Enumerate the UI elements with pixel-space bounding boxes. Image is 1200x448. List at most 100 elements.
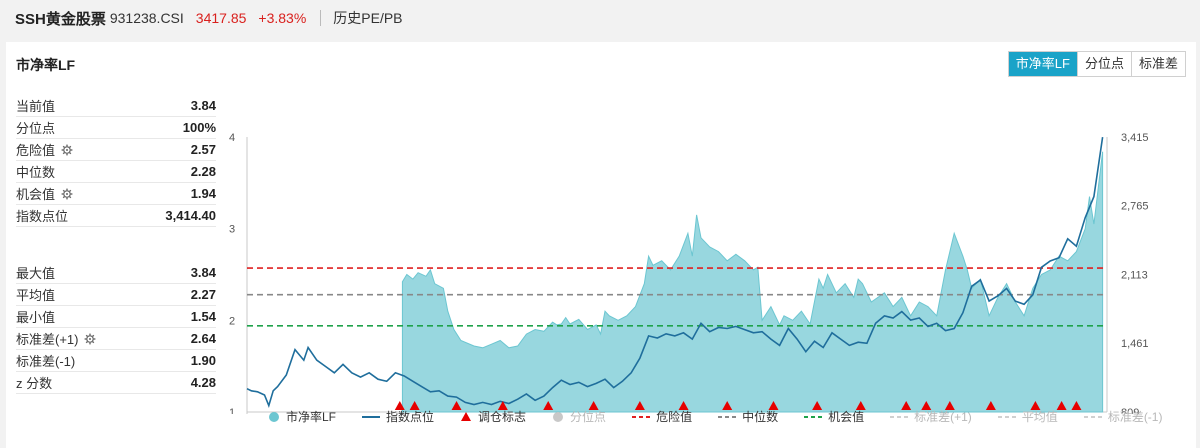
stat-label-text: 标准差(+1) [16, 332, 79, 347]
right-tick-label: 2,765 [1121, 201, 1149, 213]
stat-value: 2.27 [190, 287, 216, 302]
rebalance-marker [497, 401, 508, 410]
legend-label: 市净率LF [286, 410, 337, 424]
rebalance-marker [944, 401, 955, 410]
stat-label-text: 中位数 [16, 165, 56, 180]
page-subtitle: 历史PE/PB [333, 10, 403, 26]
left-tick-label: 1 [229, 407, 235, 414]
header-divider [320, 10, 322, 26]
index-code: 931238.CSI [109, 10, 184, 26]
legend-item[interactable]: 中位数 [718, 408, 778, 425]
chart-legend: 市净率LF 指数点位 调仓标志 分位点 危险值 中位数 机会值 标准差(+1) 平均值 标准差(-… [268, 408, 1188, 425]
legend-item[interactable]: 指数点位 [362, 408, 434, 425]
tab-stddev[interactable]: 标准差 [1130, 52, 1185, 76]
metric-tabs: 市净率LF 分位点 标准差 [1007, 51, 1186, 77]
legend-symbol-icon [718, 411, 737, 423]
stat-row: 最小值 1.54 [16, 306, 216, 328]
rebalance-marker [855, 401, 866, 410]
tab-percentile[interactable]: 分位点 [1076, 52, 1131, 76]
stat-value: 4.28 [190, 375, 216, 390]
legend-item[interactable]: 分位点 [552, 408, 606, 425]
stat-label: 中位数 [16, 162, 55, 181]
stat-value: 2.64 [190, 331, 216, 346]
legend-symbol-icon [804, 411, 823, 423]
legend-item[interactable]: 危险值 [632, 408, 692, 425]
index-name: SSH黄金股票 [15, 10, 106, 28]
legend-symbol-icon [362, 411, 381, 423]
right-tick-label: 1,461 [1121, 338, 1149, 350]
index-line [246, 136, 1104, 409]
stat-label-text: 平均值 [16, 288, 56, 303]
rebalance-marker [409, 401, 420, 410]
legend-symbol-icon [1083, 411, 1102, 423]
pb-area [401, 151, 1104, 413]
rebalance-marker [722, 401, 733, 410]
rebalance-marker [678, 401, 689, 410]
right-tick-label: 3,415 [1121, 132, 1149, 144]
header-bar: SSH黄金股票 931238.CSI 3417.85 +3.83% 历史PE/P… [0, 0, 1200, 36]
stats-current: 当前值 3.84 分位点 100% 危险值 2.57 中位数 2.28 机会值 1.94 指数点位 3… [16, 95, 216, 227]
stat-label: 机会值 [16, 184, 73, 203]
stat-value: 100% [182, 120, 216, 135]
gear-icon[interactable] [84, 333, 96, 345]
legend-symbol-icon [268, 411, 280, 423]
stat-row: 分位点 100% [16, 117, 216, 139]
legend-item[interactable]: 平均值 [997, 408, 1058, 425]
legend-item[interactable]: 标准差(+1) [890, 408, 972, 425]
stat-row: 危险值 2.57 [16, 139, 216, 161]
stat-value: 3,414.40 [165, 208, 216, 223]
stat-label: 指数点位 [16, 206, 68, 225]
rebalance-marker [588, 401, 599, 410]
rebalance-marker [1030, 401, 1041, 410]
legend-label: 平均值 [1021, 410, 1058, 424]
legend-item[interactable]: 调仓标志 [460, 408, 526, 425]
stat-label-text: 分位点 [16, 121, 56, 136]
gear-icon[interactable] [61, 188, 73, 200]
legend-item[interactable]: 机会值 [804, 408, 864, 425]
rebalance-marker [901, 401, 912, 410]
legend-label: 中位数 [742, 410, 779, 424]
rebalance-marker [543, 401, 554, 410]
stat-label-text: 当前值 [16, 99, 56, 114]
valuation-panel: 市净率LF 市净率LF 分位点 标准差 当前值 3.84 分位点 100% 危险值 2.5… [6, 42, 1196, 448]
stat-row: 当前值 3.84 [16, 95, 216, 117]
index-change: +3.83% [258, 10, 307, 26]
legend-symbol-icon [460, 411, 472, 423]
right-tick-label: 2,113 [1121, 269, 1148, 281]
stat-label-text: 危险值 [16, 143, 56, 158]
rebalance-marker [985, 401, 996, 410]
stat-label: 当前值 [16, 96, 55, 115]
legend-label: 标准差(-1) [1107, 410, 1163, 424]
stat-row: z 分数 4.28 [16, 372, 216, 394]
stat-label-text: 最小值 [16, 310, 56, 325]
stat-value: 2.28 [190, 164, 216, 179]
stat-label: 标准差(+1) [16, 329, 96, 348]
stat-value: 3.84 [190, 265, 216, 280]
tab-pb[interactable]: 市净率LF [1008, 52, 1077, 76]
stat-label: 分位点 [16, 118, 55, 137]
stat-label: z 分数 [16, 373, 52, 392]
pb-chart: 12348091,4612,1132,7653,41516-01-0117-01… [229, 132, 1149, 414]
legend-symbol-icon [552, 411, 564, 423]
legend-label: 调仓标志 [478, 410, 527, 424]
stat-value: 1.54 [190, 309, 216, 324]
stat-row: 中位数 2.28 [16, 161, 216, 183]
stats-summary: 最大值 3.84 平均值 2.27 最小值 1.54 标准差(+1) 2.64 标准差(-1) 1… [16, 262, 216, 394]
gear-icon[interactable] [61, 144, 73, 156]
stat-value: 3.84 [190, 98, 216, 113]
stat-value: 2.57 [190, 142, 216, 157]
legend-item[interactable]: 市净率LF [268, 408, 336, 425]
legend-label: 指数点位 [386, 410, 435, 424]
stat-label-text: 机会值 [16, 187, 56, 202]
legend-label: 危险值 [656, 410, 693, 424]
legend-label: 机会值 [828, 410, 865, 424]
rebalance-marker [394, 401, 405, 410]
legend-label: 分位点 [570, 410, 607, 424]
legend-item[interactable]: 标准差(-1) [1083, 408, 1163, 425]
legend-label: 标准差(+1) [914, 410, 972, 424]
legend-symbol-icon [997, 411, 1016, 423]
legend-symbol-icon [890, 411, 909, 423]
right-tick-label: 809 [1121, 407, 1139, 414]
stat-row: 标准差(+1) 2.64 [16, 328, 216, 350]
left-tick-label: 3 [229, 224, 235, 236]
